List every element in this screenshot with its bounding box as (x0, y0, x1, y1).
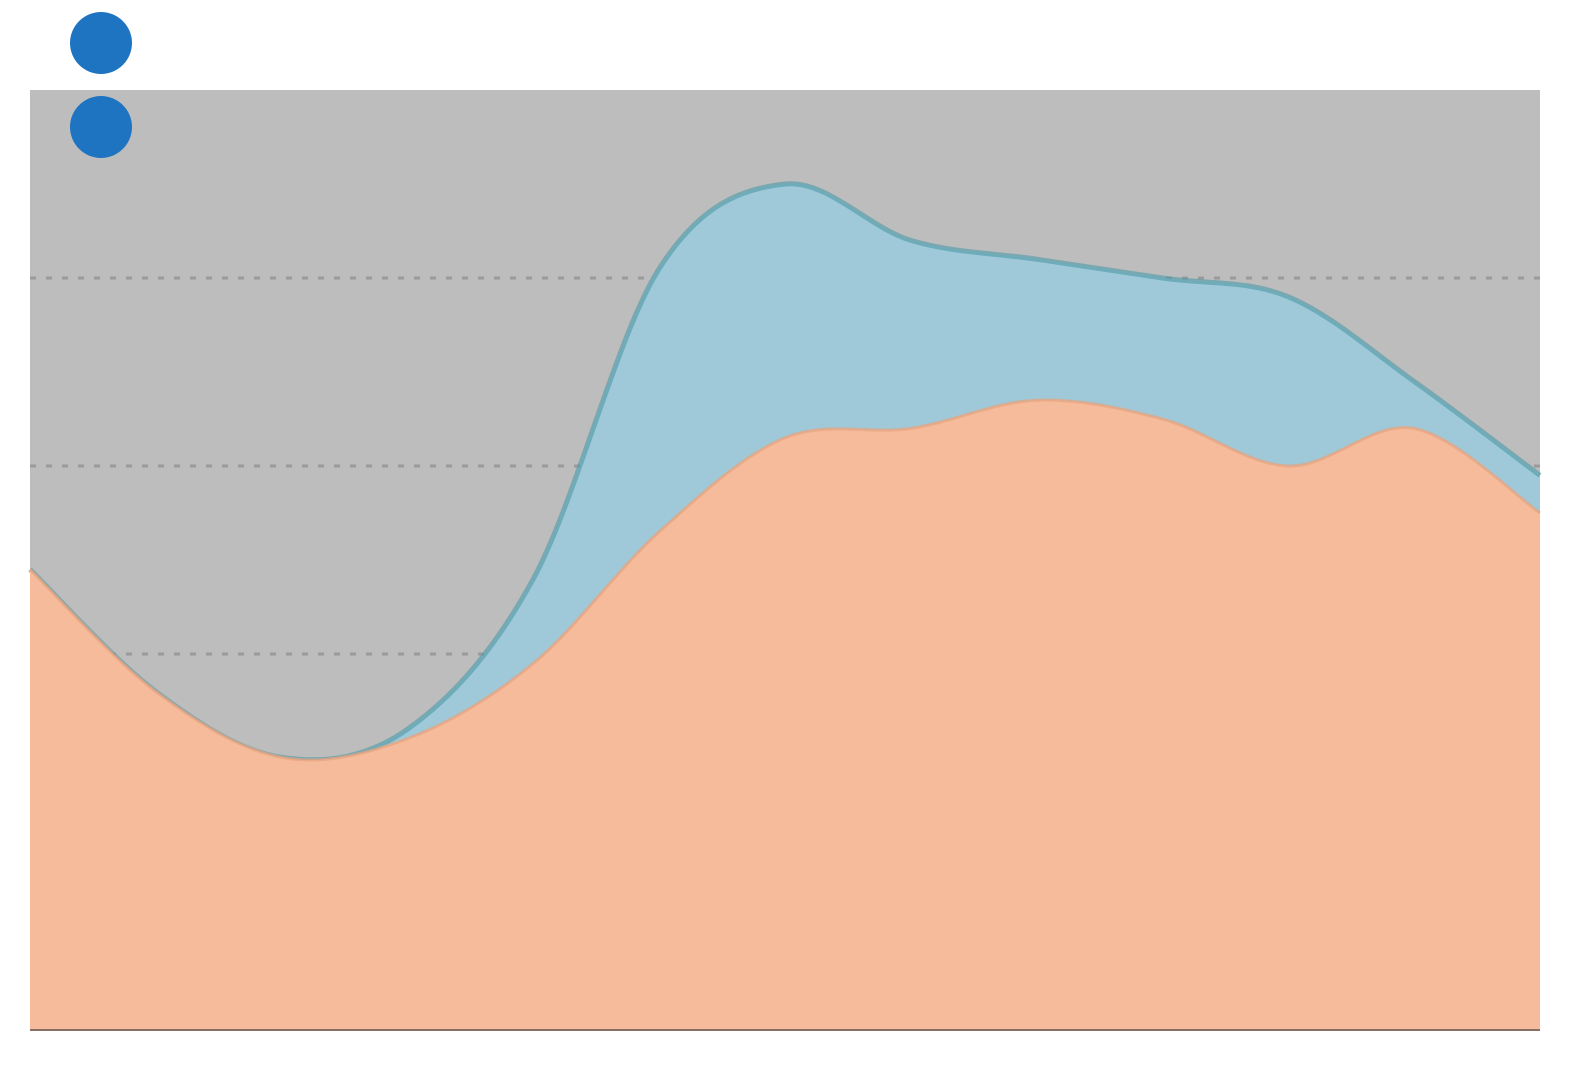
circle-marker-icon (70, 96, 132, 158)
legend (70, 8, 150, 162)
line-series-1 (28, 398, 1541, 762)
circle-marker-icon (70, 12, 132, 74)
legend-item-series-2 (70, 92, 150, 162)
legend-item-series-1 (70, 8, 150, 78)
area-series-1 (30, 400, 1540, 1030)
